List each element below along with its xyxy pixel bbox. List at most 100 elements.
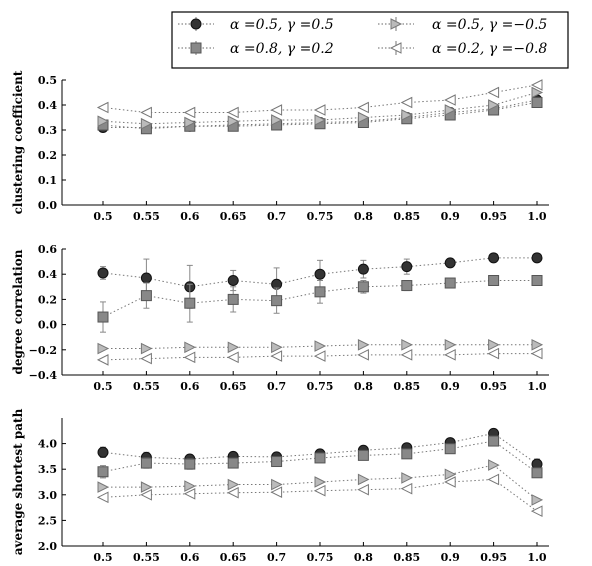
y-tick-label: 0.2 [38, 293, 57, 306]
data-point [97, 481, 110, 493]
panel-clustering-coefficient: 0.0 0.1 0.2 0.3 0.4 0.5 0.5 0.55 0.6 0.65 0.7 0.75 0… [11, 70, 549, 223]
data-point [401, 448, 413, 460]
data-point [271, 341, 283, 354]
data-point [530, 347, 543, 360]
data-point [184, 341, 196, 354]
legend-box [171, 11, 569, 69]
x-tick-label: 0.5 [93, 380, 112, 393]
x-tick-label: 1.0 [527, 380, 546, 393]
x-tick-label: 0.65 [220, 380, 247, 393]
x-tick-label: 0.95 [480, 551, 507, 564]
data-point [227, 275, 239, 286]
data-point [401, 109, 413, 121]
legend: α =0.5, γ =0.5 α =0.5, γ =−0.5 α =0.8, γ =… [171, 11, 569, 69]
data-point [271, 456, 283, 468]
data-point [270, 350, 283, 362]
data-point [140, 106, 152, 119]
data-point [444, 349, 456, 361]
data-point [314, 476, 327, 488]
x-tick-label: 0.8 [354, 551, 373, 564]
legend-marker [389, 42, 402, 54]
x-tick-label: 0.55 [133, 380, 160, 393]
data-point [444, 468, 457, 481]
x-tick-label: 1.0 [527, 551, 546, 564]
y-tick-label: 4.0 [38, 438, 57, 451]
legend-entry: α =0.8, γ =0.2 [178, 41, 334, 57]
x-tick-label: 0.6 [180, 551, 199, 564]
data-point [401, 280, 413, 292]
data-point [140, 342, 153, 355]
data-point [97, 311, 109, 323]
legend-label: α =0.8, γ =0.2 [230, 41, 334, 57]
x-tick-label: 0.8 [354, 380, 373, 393]
data-point [97, 342, 110, 355]
data-point [444, 94, 456, 106]
panel-average-shortest-path: 2.0 2.5 3.0 3.5 4.0 0.5 0.55 0.6 0.65 0.7 0.75 0.8 0… [11, 408, 549, 564]
data-point [140, 290, 152, 302]
series-1 [97, 97, 543, 135]
x-tick-label: 0.55 [133, 551, 160, 564]
data-point [357, 449, 369, 461]
data-point [227, 478, 240, 491]
data-point [97, 466, 109, 478]
y-tick-label: 0.1 [38, 174, 57, 187]
legend-marker [190, 42, 202, 54]
x-tick-label: 0.5 [93, 210, 112, 223]
data-point [488, 338, 500, 351]
legend-label: α =0.5, γ =−0.5 [432, 17, 547, 33]
series-line [102, 257, 537, 288]
data-point [140, 488, 152, 501]
data-point [487, 347, 500, 360]
data-point [487, 86, 500, 99]
y-tick-label: 0.6 [38, 243, 57, 256]
y-tick-label: 0.2 [38, 149, 57, 162]
series-2 [97, 338, 544, 355]
data-point [227, 106, 239, 119]
x-tick-label: 0.95 [480, 210, 507, 223]
data-point [401, 261, 413, 273]
data-point [140, 272, 152, 284]
data-point [314, 452, 326, 464]
data-point [530, 505, 543, 517]
x-tick-label: 0.9 [441, 210, 460, 223]
data-point [184, 480, 196, 492]
x-tick-label: 0.85 [393, 380, 420, 393]
data-point [96, 101, 109, 114]
data-point [444, 277, 456, 289]
data-point [401, 338, 413, 351]
y-tick-label: 0.4 [38, 99, 57, 112]
y-tick-label: −0.4 [29, 369, 58, 382]
y-tick-label: 0.3 [38, 124, 57, 137]
data-point [271, 114, 283, 126]
series-1 [97, 435, 543, 479]
data-point [488, 435, 500, 447]
x-tick-label: 1.0 [527, 210, 546, 223]
data-point [271, 295, 283, 307]
data-point [357, 349, 369, 361]
data-point [183, 106, 196, 119]
y-tick-label: 0.0 [38, 199, 57, 212]
data-point [357, 263, 369, 275]
y-tick-label: 2.5 [38, 514, 57, 527]
x-tick-label: 0.75 [307, 380, 334, 393]
data-point [97, 115, 110, 128]
data-point [96, 354, 109, 366]
y-tick-label: −0.2 [29, 344, 57, 357]
data-point [531, 338, 544, 351]
data-point [357, 101, 369, 114]
y-axis-title: clustering coefficient [11, 70, 25, 214]
data-point [183, 351, 196, 364]
data-point [400, 349, 413, 361]
panel-degree-correlation: −0.4 −0.2 0.0 0.2 0.4 0.6 0.5 0.55 0.6 0.65 0.7 0.7… [11, 243, 549, 393]
data-point [357, 281, 369, 293]
x-tick-label: 0.9 [441, 551, 460, 564]
data-point [531, 97, 543, 108]
data-point [184, 116, 196, 129]
x-tick-label: 0.95 [480, 380, 507, 393]
x-tick-label: 0.75 [307, 551, 334, 564]
series-2 [97, 459, 544, 506]
series-line [102, 432, 538, 465]
data-point [271, 478, 283, 491]
data-point [140, 457, 152, 469]
